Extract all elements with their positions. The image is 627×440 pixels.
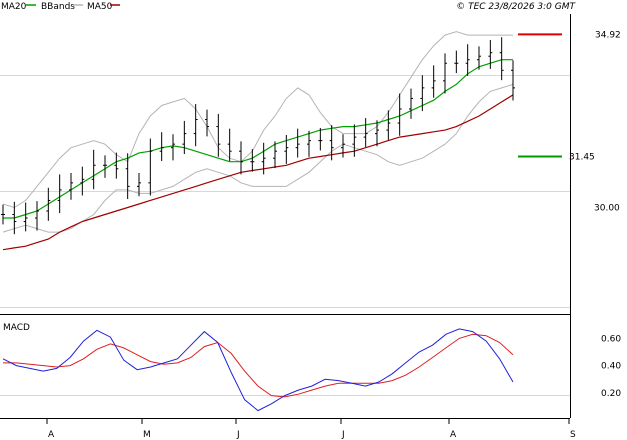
price-bar: [295, 128, 300, 158]
price-bar: [250, 149, 255, 172]
price-bar: [80, 166, 85, 196]
copyright-label: © TEC 23/8/2026 3:0 GMT: [456, 2, 576, 12]
price-panel: 34.92 31.45 30.00: [0, 14, 621, 313]
price-bar: [137, 172, 141, 197]
price-bar: [114, 152, 119, 179]
legend-ma50-label: MA50: [87, 2, 113, 12]
signal-line: [3, 333, 514, 398]
bbands-upper-line: [2, 31, 513, 209]
x-tick-label: M: [143, 430, 151, 440]
price-ytick-label: 30.00: [594, 203, 620, 213]
price-bar: [216, 113, 221, 157]
price-bar: [57, 174, 62, 214]
price-bar: [239, 141, 243, 175]
x-tick-label: A: [48, 430, 55, 440]
level-label: 34.92: [595, 30, 621, 40]
price-bar: [103, 155, 107, 178]
price-bar: [171, 134, 175, 161]
price-bar: [148, 138, 153, 196]
legend-bbands-label: BBands: [41, 2, 75, 12]
price-bar: [273, 141, 277, 169]
ma50-line: [2, 94, 514, 251]
price-bar: [12, 201, 17, 235]
price-bar: [227, 128, 232, 162]
ma20-line: [3, 59, 513, 219]
macd-ytick-label: 0.40: [601, 362, 621, 372]
x-tick-label: A: [450, 430, 457, 440]
x-tick-label: J: [236, 430, 240, 440]
legend: MA20 BBands MA50: [1, 2, 120, 12]
price-bar: [23, 202, 28, 232]
price-bar: [182, 120, 187, 155]
price-bar: [443, 53, 447, 94]
price-bar: [386, 110, 391, 140]
macd-ytick-label: 0.60: [601, 334, 621, 344]
macd-title: MACD: [3, 323, 30, 333]
bbands-lower-line: [2, 83, 514, 233]
level-label: 31.45: [569, 152, 595, 162]
price-bar: [125, 153, 130, 200]
price-bar: [284, 135, 289, 164]
price-bar: [511, 60, 515, 101]
price-bar: [205, 109, 209, 137]
legend-ma20-label: MA20: [1, 2, 27, 12]
price-bar: [363, 118, 368, 147]
price-bar: [499, 37, 504, 81]
price-bars: [1, 37, 515, 235]
price-bar: [1, 204, 5, 225]
price-bar: [91, 149, 96, 190]
price-bar: [329, 125, 334, 161]
price-bar: [375, 120, 379, 147]
price-bar: [341, 134, 345, 158]
price-bar: [397, 93, 402, 136]
price-bar: [261, 142, 266, 175]
x-tick-label: J: [341, 430, 345, 440]
price-bar: [352, 124, 357, 157]
price-bar: [409, 88, 413, 119]
price-bar: [454, 50, 459, 74]
price-bar: [420, 75, 425, 112]
price-bar: [431, 65, 436, 98]
price-bar: [477, 46, 481, 70]
macd-panel: MACD 0.20 0.40 0.60: [0, 323, 621, 412]
macd-ytick-label: 0.20: [601, 389, 621, 399]
price-bar: [193, 104, 198, 147]
price-bar: [465, 44, 470, 76]
price-bar: [307, 130, 311, 157]
price-bar: [488, 40, 493, 69]
price-bar: [318, 127, 323, 151]
x-tick-label: S: [570, 430, 576, 440]
price-bar: [46, 187, 51, 221]
price-bar: [35, 201, 39, 231]
macd-line: [2, 328, 514, 412]
price-bar: [159, 132, 164, 162]
price-bar: [69, 172, 73, 200]
